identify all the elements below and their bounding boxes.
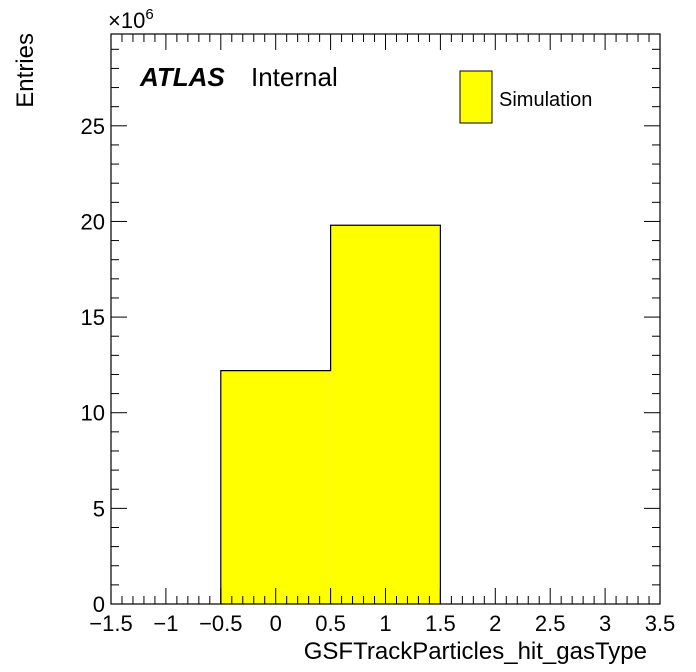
x-tick-label: −1.5 — [89, 611, 132, 636]
x-tick-label: 1 — [379, 611, 391, 636]
x-axis-title: GSFTrackParticles_hit_gasType — [304, 638, 647, 665]
y-tick-label: 0 — [93, 592, 105, 617]
legend-swatch — [459, 70, 493, 124]
x-tick-label: 0.5 — [315, 611, 346, 636]
legend-entry-simulation: Simulation — [499, 89, 592, 111]
y-tick-label: 20 — [81, 209, 105, 234]
histogram-outline — [220, 224, 441, 604]
plot-frame — [110, 33, 661, 605]
y-tick-label: 10 — [81, 401, 105, 426]
x-tick-label: −1 — [153, 611, 178, 636]
y-tick-label: 25 — [81, 114, 105, 139]
y-tick-labels: 0 5 10 15 20 25 — [81, 114, 105, 617]
x-tick-label: 1.5 — [425, 611, 456, 636]
y-axis-title: Entries — [12, 33, 39, 108]
x-tick-label: 3.5 — [645, 611, 676, 636]
y-tick-label: 5 — [93, 496, 105, 521]
x-tick-label: 2 — [489, 611, 501, 636]
x-tick-label: 2.5 — [535, 611, 566, 636]
atlas-label: ATLAS — [139, 62, 225, 92]
x-tick-label: −0.5 — [199, 611, 242, 636]
y-multiplier: ×106 — [108, 6, 154, 33]
x-tick-labels: −1.5 −1 −0.5 0 0.5 1 1.5 2 2.5 3 3.5 — [89, 611, 675, 636]
x-tick-label: 3 — [599, 611, 611, 636]
histogram-bar — [330, 225, 441, 605]
internal-label: Internal — [251, 62, 338, 92]
x-tick-label: 0 — [270, 611, 282, 636]
histogram-bar — [220, 370, 331, 604]
bars-group — [220, 224, 441, 605]
y-tick-label: 15 — [81, 305, 105, 330]
